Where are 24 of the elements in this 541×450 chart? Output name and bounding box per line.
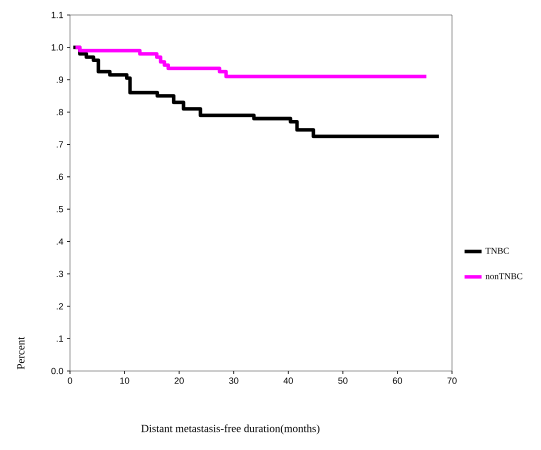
legend-label: nonTNBC	[486, 273, 522, 280]
y-tick-label: .3	[56, 270, 64, 278]
x-tick-label: 10	[120, 378, 130, 384]
y-tick-label: .8	[56, 108, 64, 116]
y-tick-label: .4	[56, 238, 64, 245]
y-tick-label: 1.0	[52, 44, 64, 51]
y-tick-label: .2	[56, 303, 64, 310]
y-tick-label: 0.0	[51, 368, 64, 374]
x-tick-label: 30	[229, 378, 238, 384]
y-axis-title: Percent	[17, 336, 24, 370]
legend-label: TNBC	[485, 248, 509, 254]
y-tick-label: .9	[56, 76, 64, 83]
y-tick-label: .1	[56, 336, 64, 342]
x-axis-title: Distant metastasis-free duration(months)	[141, 424, 320, 434]
y-tick-label: .6	[56, 174, 64, 180]
y-tick-label: .7	[56, 141, 64, 148]
x-tick-label: 60	[392, 378, 402, 384]
y-tick-label: 1.1	[52, 12, 64, 18]
x-tick-label: 20	[174, 378, 184, 384]
x-tick-label: 70	[447, 378, 457, 384]
x-tick-label: 50	[338, 378, 348, 384]
x-tick-label: 40	[284, 378, 293, 384]
x-tick-label: 0	[68, 378, 72, 384]
y-tick-label: .5	[56, 206, 64, 212]
